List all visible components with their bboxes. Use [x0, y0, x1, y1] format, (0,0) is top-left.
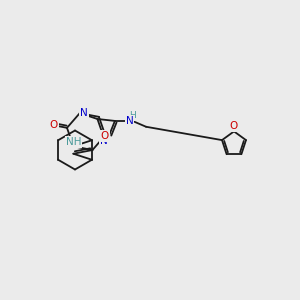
Text: N: N — [80, 108, 88, 118]
Text: H: H — [129, 111, 136, 120]
Text: N: N — [100, 136, 108, 146]
Text: O: O — [50, 120, 58, 130]
Text: N: N — [126, 116, 133, 126]
Text: O: O — [230, 121, 238, 131]
Text: NH: NH — [66, 137, 81, 147]
Text: O: O — [100, 130, 109, 140]
